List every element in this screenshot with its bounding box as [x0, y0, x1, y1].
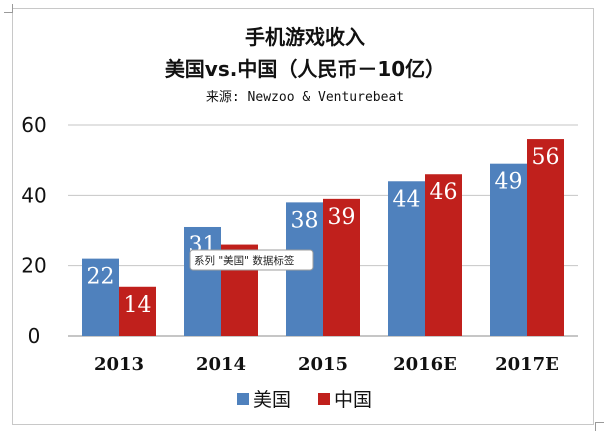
y-tick-label: 60: [21, 113, 46, 137]
x-tick-label: 2014: [196, 354, 246, 375]
legend-swatch: [318, 393, 330, 405]
x-tick-label: 2015: [298, 354, 348, 375]
y-tick-label: 0: [28, 324, 41, 348]
data-labels-layer: 22143126383944464956: [87, 145, 560, 318]
data-label: 44: [393, 187, 421, 212]
corner-mark-bottom-right: [595, 422, 604, 431]
y-tick-label: 40: [21, 183, 46, 207]
bar-china-2013[interactable]: [119, 286, 156, 336]
tooltip-text: 系列 "美国" 数据标签: [194, 254, 295, 267]
x-tick-label: 2017E: [495, 354, 559, 375]
data-label: 38: [291, 208, 319, 233]
data-label: 14: [124, 293, 152, 318]
x-tick-label: 2013: [94, 354, 144, 375]
chart-subtitle: 美国vs.中国（人民币－10亿）: [165, 57, 445, 81]
bar-china-2017E[interactable]: [527, 139, 564, 336]
data-label: 46: [430, 180, 458, 205]
x-tick-label: 2016E: [393, 354, 457, 375]
corner-mark-top-left: [4, 4, 13, 13]
bar-usa-2016E[interactable]: [388, 181, 425, 336]
legend-swatch: [237, 393, 249, 405]
bar-usa-2014[interactable]: [184, 226, 221, 336]
chart-title: 手机游戏收入: [245, 25, 365, 49]
data-label: 22: [87, 265, 115, 290]
tooltip-box: [189, 249, 314, 271]
axis-layer: 0 20 40 60 2013 2014 2015 2016E 2017E: [21, 113, 559, 375]
legend-label: 中国: [334, 389, 372, 411]
data-label: 49: [495, 170, 523, 195]
data-label: 56: [532, 145, 560, 170]
data-label: 39: [328, 205, 356, 230]
legend: 美国 中国: [237, 389, 372, 411]
bar-china-2016E[interactable]: [425, 174, 462, 336]
bar-usa-2017E[interactable]: [490, 163, 527, 336]
chart-source: 来源: Newzoo & Venturebeat: [206, 90, 404, 105]
y-tick-label: 20: [21, 254, 46, 278]
legend-label: 美国: [253, 389, 291, 411]
bar-china-2015[interactable]: [323, 198, 360, 336]
tooltip-layer: 系列 "美国" 数据标签: [189, 249, 314, 271]
bars-layer: [82, 139, 564, 336]
bar-usa-2013[interactable]: [82, 258, 119, 336]
